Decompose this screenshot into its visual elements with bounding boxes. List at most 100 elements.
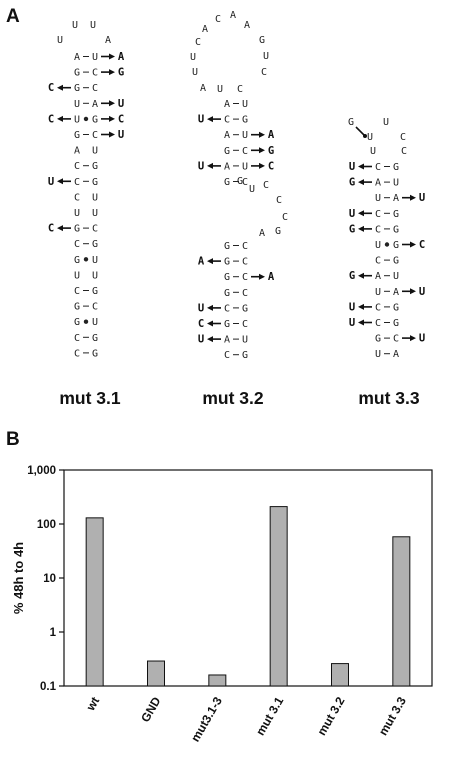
mut31-nt: C (74, 239, 80, 250)
mut33-mutation-arrowhead (358, 303, 364, 310)
mut31-nt: G (74, 302, 80, 313)
mut33-nt: G (393, 240, 399, 251)
bar (208, 674, 227, 687)
mut31-mutation: C (48, 223, 54, 235)
mut32-nt: C (242, 288, 248, 299)
mut33-nt: C (375, 318, 381, 329)
mut32-nt: G (242, 350, 248, 361)
mut33-mutation: G (349, 177, 355, 189)
mut31-nt: G (92, 114, 98, 125)
mut33-nt: A (375, 178, 381, 189)
mut33-mutation: G (349, 223, 355, 235)
mut32-nt: U (242, 130, 248, 141)
mut31-nt: G (74, 255, 80, 266)
mut33-mutation: U (349, 301, 355, 313)
mut31-nt: C (92, 68, 98, 79)
mut32-loop-nt: A (202, 24, 208, 35)
mut32-nt: A (224, 99, 230, 110)
mut32-nt: C (242, 272, 248, 283)
mut33-nt: G (393, 256, 399, 267)
mut31-nt: G (74, 317, 80, 328)
mut32-mutation: A (198, 256, 205, 268)
mut33-nt: G (393, 162, 399, 173)
mut33-wobble-pair (363, 134, 367, 138)
mut31-nt: C (92, 302, 98, 313)
bar (269, 506, 288, 687)
mut31-nt: G (92, 161, 98, 172)
mut32-loop-nt: A (230, 10, 236, 21)
mut32-mutation-arrowhead (207, 336, 213, 343)
mut31-mutation-arrowhead (109, 100, 115, 107)
mut31-nt: U (92, 146, 98, 157)
mut32-mutation-arrowhead (207, 162, 213, 169)
mut31-loop-nt: U (57, 35, 63, 46)
mut32-loop-nt: C (215, 14, 221, 25)
mut32-bulge-nt: U (249, 184, 255, 195)
mut32-loop-nt: A (200, 83, 206, 94)
x-axis: wt GND mut3.1-3 mut 3.1 mut 3.2 mut 3.3 (83, 694, 409, 744)
mut33-mutation: U (419, 286, 425, 298)
mut32-mutation: A (268, 271, 275, 283)
mut33-mutation: U (419, 192, 425, 204)
bars (85, 506, 411, 687)
mut33-nt: A (393, 287, 399, 298)
mut31-nt: U (92, 270, 98, 281)
mut32-nt: C (242, 241, 248, 252)
mut32-loop-nt: C (261, 67, 267, 78)
x-tick-label: GND (138, 694, 164, 724)
mut33-nt: C (375, 209, 381, 220)
mut33-nt: C (375, 302, 381, 313)
mut32-nt: C (224, 350, 230, 361)
mut32-loop-nt: A (244, 20, 250, 31)
bar-chart: 0.1 1 10 100 1,000 wt GND mut3.1-3 mut 3.1 mut 3… (11, 465, 433, 744)
mut33-nt: C (375, 256, 381, 267)
y-tick-label: 1 (50, 627, 57, 639)
mut32-mutation: U (198, 334, 204, 346)
mut31-nt: U (74, 99, 80, 110)
rna-structures: U UU AA U AG C GG CCU A UU GC CG C UA UC GC GUC UU UG CCC GG… (48, 10, 425, 361)
mut31-nt: G (92, 333, 98, 344)
mut32-bulge-nt: C (263, 180, 269, 191)
bar (331, 663, 349, 687)
mut32-nt: A (224, 161, 230, 172)
mut32-nt: U (242, 161, 248, 172)
mut33-mutation-arrowhead (358, 225, 364, 232)
mut33-mutation-arrowhead (410, 335, 416, 342)
mut31-mutation-arrowhead (109, 131, 115, 138)
mut31-loop-nt: U (72, 20, 78, 31)
mut33-nt: U (393, 178, 399, 189)
mut31-nt: C (74, 348, 80, 359)
mut31-nt: C (92, 83, 98, 94)
plot-frame (63, 469, 433, 687)
mut33-mutation: U (349, 161, 355, 173)
mut31-wobble-pair (83, 116, 89, 122)
mut31-nt: C (74, 333, 80, 344)
mut31-mutation: U (48, 176, 54, 188)
mut33-mutation-arrowhead (410, 241, 416, 248)
mut31-mutation-arrowhead (57, 115, 63, 122)
mut31-nt: U (74, 270, 80, 281)
mut33-mutation-arrowhead (410, 194, 416, 201)
mut32-mutation-arrowhead (207, 258, 213, 265)
y-tick-label: 100 (37, 519, 56, 531)
mut31-mutation-arrowhead (109, 115, 115, 122)
mut32-nt: A (224, 335, 230, 346)
mut32-loop-nt: U (263, 51, 269, 62)
mut32-nt: G (224, 272, 230, 283)
mut31-nt: C (92, 224, 98, 235)
mut31-nt: U (92, 208, 98, 219)
x-tick-label: mut3.1-3 (188, 694, 225, 744)
mut31-nt: G (92, 177, 98, 188)
mut33-nt: U (375, 349, 381, 360)
mut32-mutation-arrowhead (207, 116, 213, 123)
mut32-loop-nt: U (192, 67, 198, 78)
mut33-nt: A (375, 271, 381, 282)
mut33-mutation: U (349, 208, 355, 220)
mut32-mutation: G (268, 145, 274, 157)
mut31-mutation: C (48, 82, 54, 94)
mut33-mutation-arrowhead (358, 272, 364, 279)
mut32-mutation-arrowhead (207, 320, 213, 327)
mut31-wobble-pair (83, 257, 89, 262)
mut31-nt: C (74, 286, 80, 297)
